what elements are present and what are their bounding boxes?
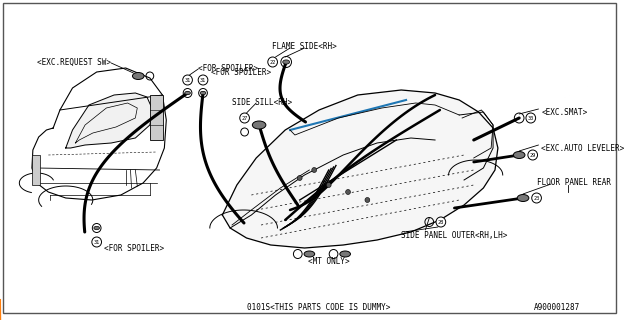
Text: 30: 30 — [527, 116, 534, 121]
Text: <FOR SPOILER>: <FOR SPOILER> — [198, 63, 259, 73]
Circle shape — [532, 193, 541, 203]
Text: 31: 31 — [93, 239, 100, 244]
Polygon shape — [222, 90, 498, 248]
Ellipse shape — [252, 121, 266, 129]
Bar — [150, 95, 163, 140]
Circle shape — [198, 75, 208, 85]
Ellipse shape — [132, 73, 144, 79]
Text: 27: 27 — [241, 116, 248, 121]
Ellipse shape — [94, 226, 99, 230]
Text: 29: 29 — [529, 153, 536, 157]
Text: 31: 31 — [200, 77, 206, 83]
Circle shape — [346, 189, 351, 195]
Ellipse shape — [513, 151, 525, 158]
Text: SIDE PANEL OUTER<RH,LH>: SIDE PANEL OUTER<RH,LH> — [401, 230, 508, 239]
Text: A900001287: A900001287 — [534, 303, 580, 313]
Text: 23: 23 — [534, 196, 540, 201]
Circle shape — [436, 217, 445, 227]
Circle shape — [268, 57, 278, 67]
Text: <EXC.AUTO LEVELER>: <EXC.AUTO LEVELER> — [541, 143, 625, 153]
Ellipse shape — [304, 251, 315, 257]
Text: FLAME SIDE<RH>: FLAME SIDE<RH> — [272, 42, 337, 51]
Text: <MT ONLY>: <MT ONLY> — [308, 258, 349, 267]
Ellipse shape — [517, 195, 529, 202]
Text: SIDE SILL<RH>: SIDE SILL<RH> — [232, 98, 292, 107]
Text: 28: 28 — [438, 220, 444, 225]
Circle shape — [365, 197, 370, 203]
Ellipse shape — [283, 60, 290, 64]
Circle shape — [312, 167, 317, 172]
Polygon shape — [66, 93, 153, 148]
Bar — [32, 155, 40, 185]
Circle shape — [240, 113, 250, 123]
Circle shape — [326, 182, 331, 188]
Circle shape — [526, 113, 536, 123]
Text: <FOR SPOILER>: <FOR SPOILER> — [104, 244, 164, 252]
Text: <EXC.SMAT>: <EXC.SMAT> — [541, 108, 588, 116]
Text: 0101S<THIS PARTS CODE IS DUMMY>: 0101S<THIS PARTS CODE IS DUMMY> — [247, 303, 391, 313]
Circle shape — [183, 75, 193, 85]
Text: <EXC.REQUEST SW>: <EXC.REQUEST SW> — [37, 58, 111, 67]
Ellipse shape — [340, 251, 351, 257]
Text: 22: 22 — [269, 60, 276, 65]
Text: 31: 31 — [184, 77, 191, 83]
Ellipse shape — [200, 91, 206, 95]
Text: FLOOR PANEL REAR: FLOOR PANEL REAR — [536, 178, 611, 187]
Circle shape — [528, 150, 538, 160]
Ellipse shape — [185, 91, 190, 95]
Circle shape — [92, 237, 102, 247]
Circle shape — [298, 175, 302, 180]
Text: <FOR SPOILER>: <FOR SPOILER> — [211, 68, 271, 76]
